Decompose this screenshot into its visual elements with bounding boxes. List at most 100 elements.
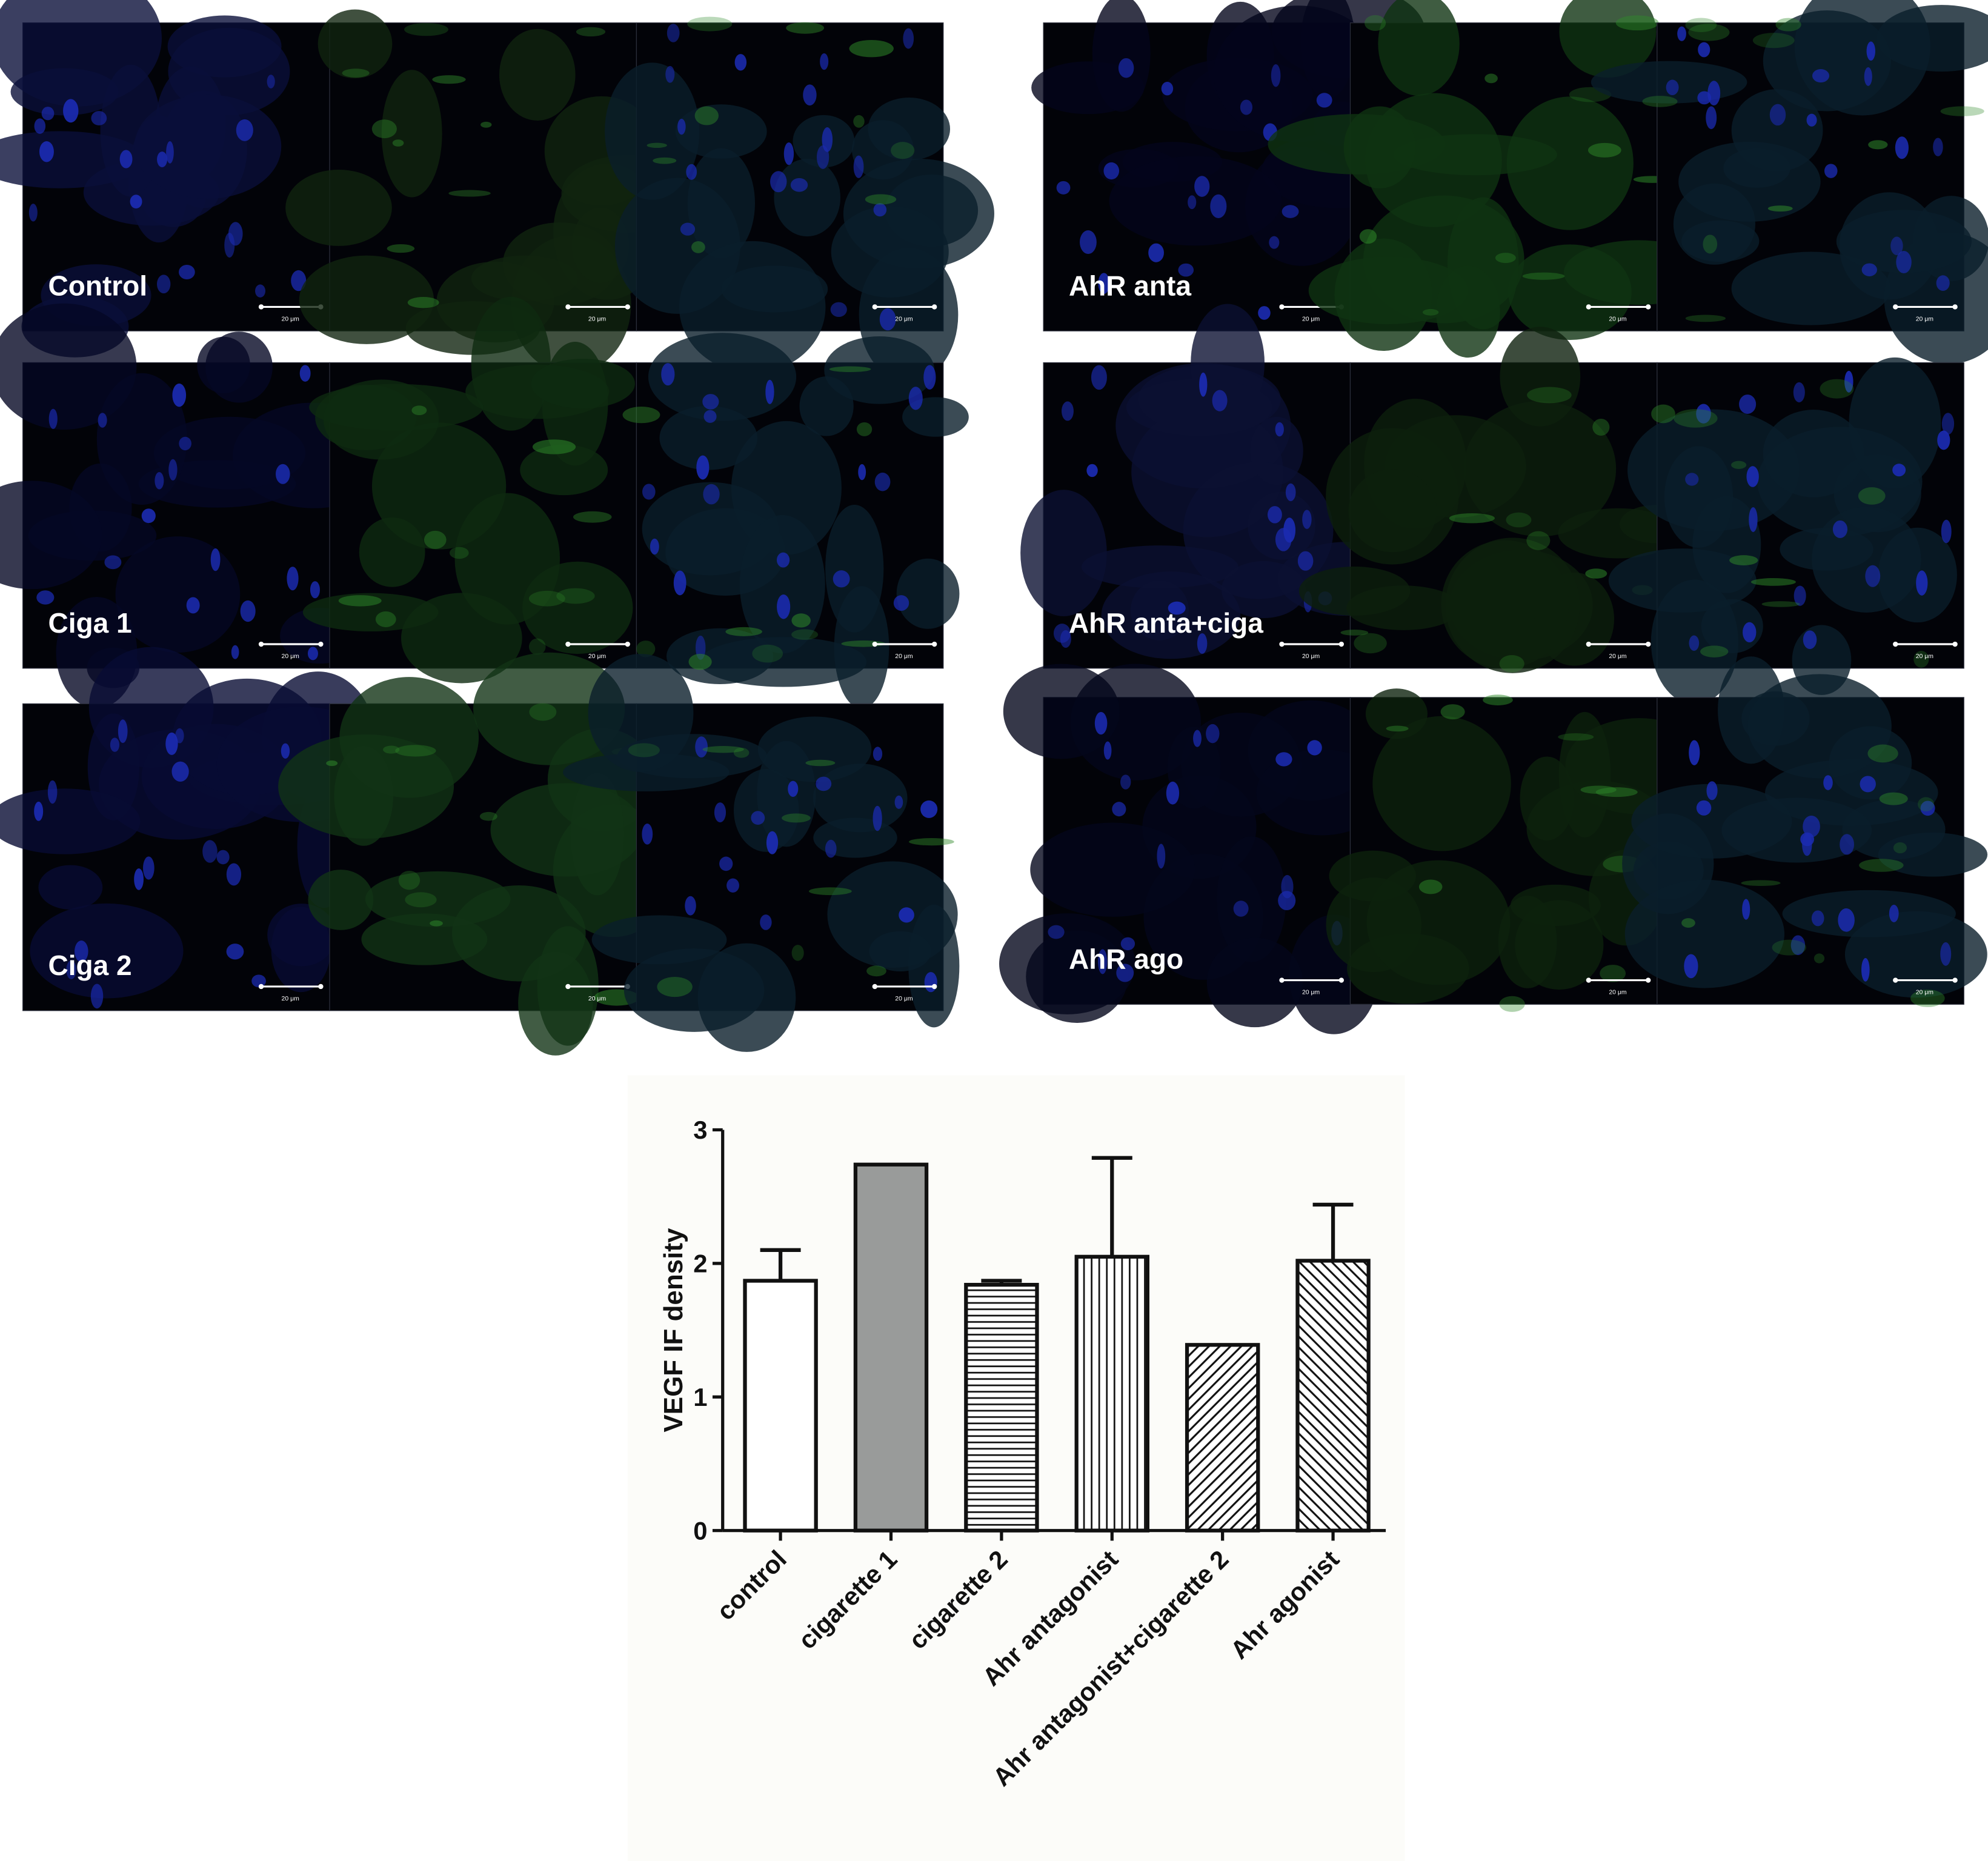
nucleus (642, 824, 653, 845)
signal (791, 945, 804, 961)
tissue (0, 481, 102, 590)
nucleus (853, 155, 864, 178)
signal (573, 511, 612, 523)
nucleus (48, 408, 58, 429)
signal (424, 530, 447, 549)
scale-bar-label: 20 μm (1916, 316, 1934, 322)
tissue (642, 482, 779, 576)
tissue (471, 296, 551, 431)
nucleus (119, 150, 133, 168)
signal (725, 627, 762, 636)
signal (430, 920, 443, 927)
signal (1913, 651, 1929, 668)
tissue (473, 652, 625, 765)
nucleus (703, 484, 720, 505)
nucleus (1689, 740, 1700, 765)
nucleus (1933, 138, 1943, 156)
signal (791, 629, 819, 640)
scale-bar-end (931, 304, 937, 310)
nucleus (251, 974, 266, 988)
tissue (825, 504, 884, 633)
scale-bar-label: 20 μm (1609, 316, 1627, 322)
nucleus (1803, 630, 1817, 649)
nucleus (1210, 194, 1227, 218)
tissue (697, 943, 796, 1052)
nucleus (1823, 775, 1833, 790)
nucleus (1697, 91, 1712, 105)
tissue (1365, 688, 1428, 739)
tissue (285, 169, 392, 246)
nucleus (1091, 365, 1107, 390)
tissue (659, 405, 757, 470)
tissue (1664, 446, 1734, 548)
nucleus (788, 781, 799, 797)
nucleus (1193, 730, 1202, 747)
nucleus (1197, 633, 1208, 654)
signal (1587, 142, 1621, 158)
signal (657, 976, 693, 997)
scale-bar-end (872, 641, 877, 647)
scale-bar-end (258, 304, 264, 310)
panel-label: Ciga 1 (48, 607, 132, 639)
nucleus (1178, 263, 1194, 277)
signal (647, 142, 667, 148)
nucleus (816, 776, 832, 791)
nucleus (1194, 176, 1210, 197)
signal (1595, 787, 1638, 797)
signal (1731, 461, 1747, 469)
nucleus (1696, 800, 1712, 816)
micrograph: 20 μm (1591, 0, 1988, 364)
nucleus (1937, 430, 1950, 450)
signal (1484, 73, 1498, 84)
tissue (896, 558, 960, 629)
micrograph: 20 μm (605, 16, 994, 382)
nucleus (34, 118, 46, 134)
nucleus (777, 594, 791, 619)
nucleus (1240, 99, 1253, 115)
nucleus (702, 394, 719, 410)
scale-bar-end (1893, 977, 1898, 983)
nucleus (667, 24, 680, 42)
nucleus (1258, 306, 1271, 320)
signal (782, 813, 811, 823)
bar (964, 1282, 1039, 1533)
signal (1813, 953, 1825, 964)
nucleus (1684, 954, 1698, 979)
nucleus (281, 743, 290, 759)
nucleus (240, 600, 256, 622)
tissue (1183, 462, 1334, 599)
scale-bar-label: 20 μm (1302, 653, 1320, 660)
tissue (1681, 220, 1760, 262)
tissue (1559, 0, 1657, 78)
micrograph: 20 μm (1608, 357, 1964, 705)
nucleus (1161, 82, 1174, 96)
signal (1893, 842, 1907, 854)
nucleus (41, 107, 55, 121)
signal (622, 406, 660, 424)
tissue (1747, 674, 1892, 779)
signal (1703, 235, 1718, 254)
tissue (1812, 507, 1921, 613)
tissue (1348, 469, 1437, 553)
tissue (868, 98, 951, 161)
tissue (1844, 911, 1987, 998)
nucleus (893, 595, 909, 611)
nucleus (1802, 833, 1812, 856)
micrograph: 20 μm (999, 664, 1387, 1034)
signal (1495, 253, 1516, 263)
scale-bar-label: 20 μm (1302, 990, 1320, 996)
signal (479, 811, 497, 821)
nucleus (1790, 935, 1806, 956)
tissue (648, 333, 797, 421)
micrograph: 20 μm (0, 0, 330, 358)
tissue (1378, 0, 1460, 96)
scale-bar-end (565, 304, 571, 310)
scale-bar-end (625, 304, 630, 310)
nucleus (1267, 506, 1282, 524)
signal (1858, 487, 1886, 505)
nucleus (1278, 891, 1296, 911)
tissue (1445, 538, 1580, 673)
nucleus (1166, 781, 1180, 805)
nucleus (1941, 519, 1952, 544)
scale-bar-end (625, 641, 630, 647)
